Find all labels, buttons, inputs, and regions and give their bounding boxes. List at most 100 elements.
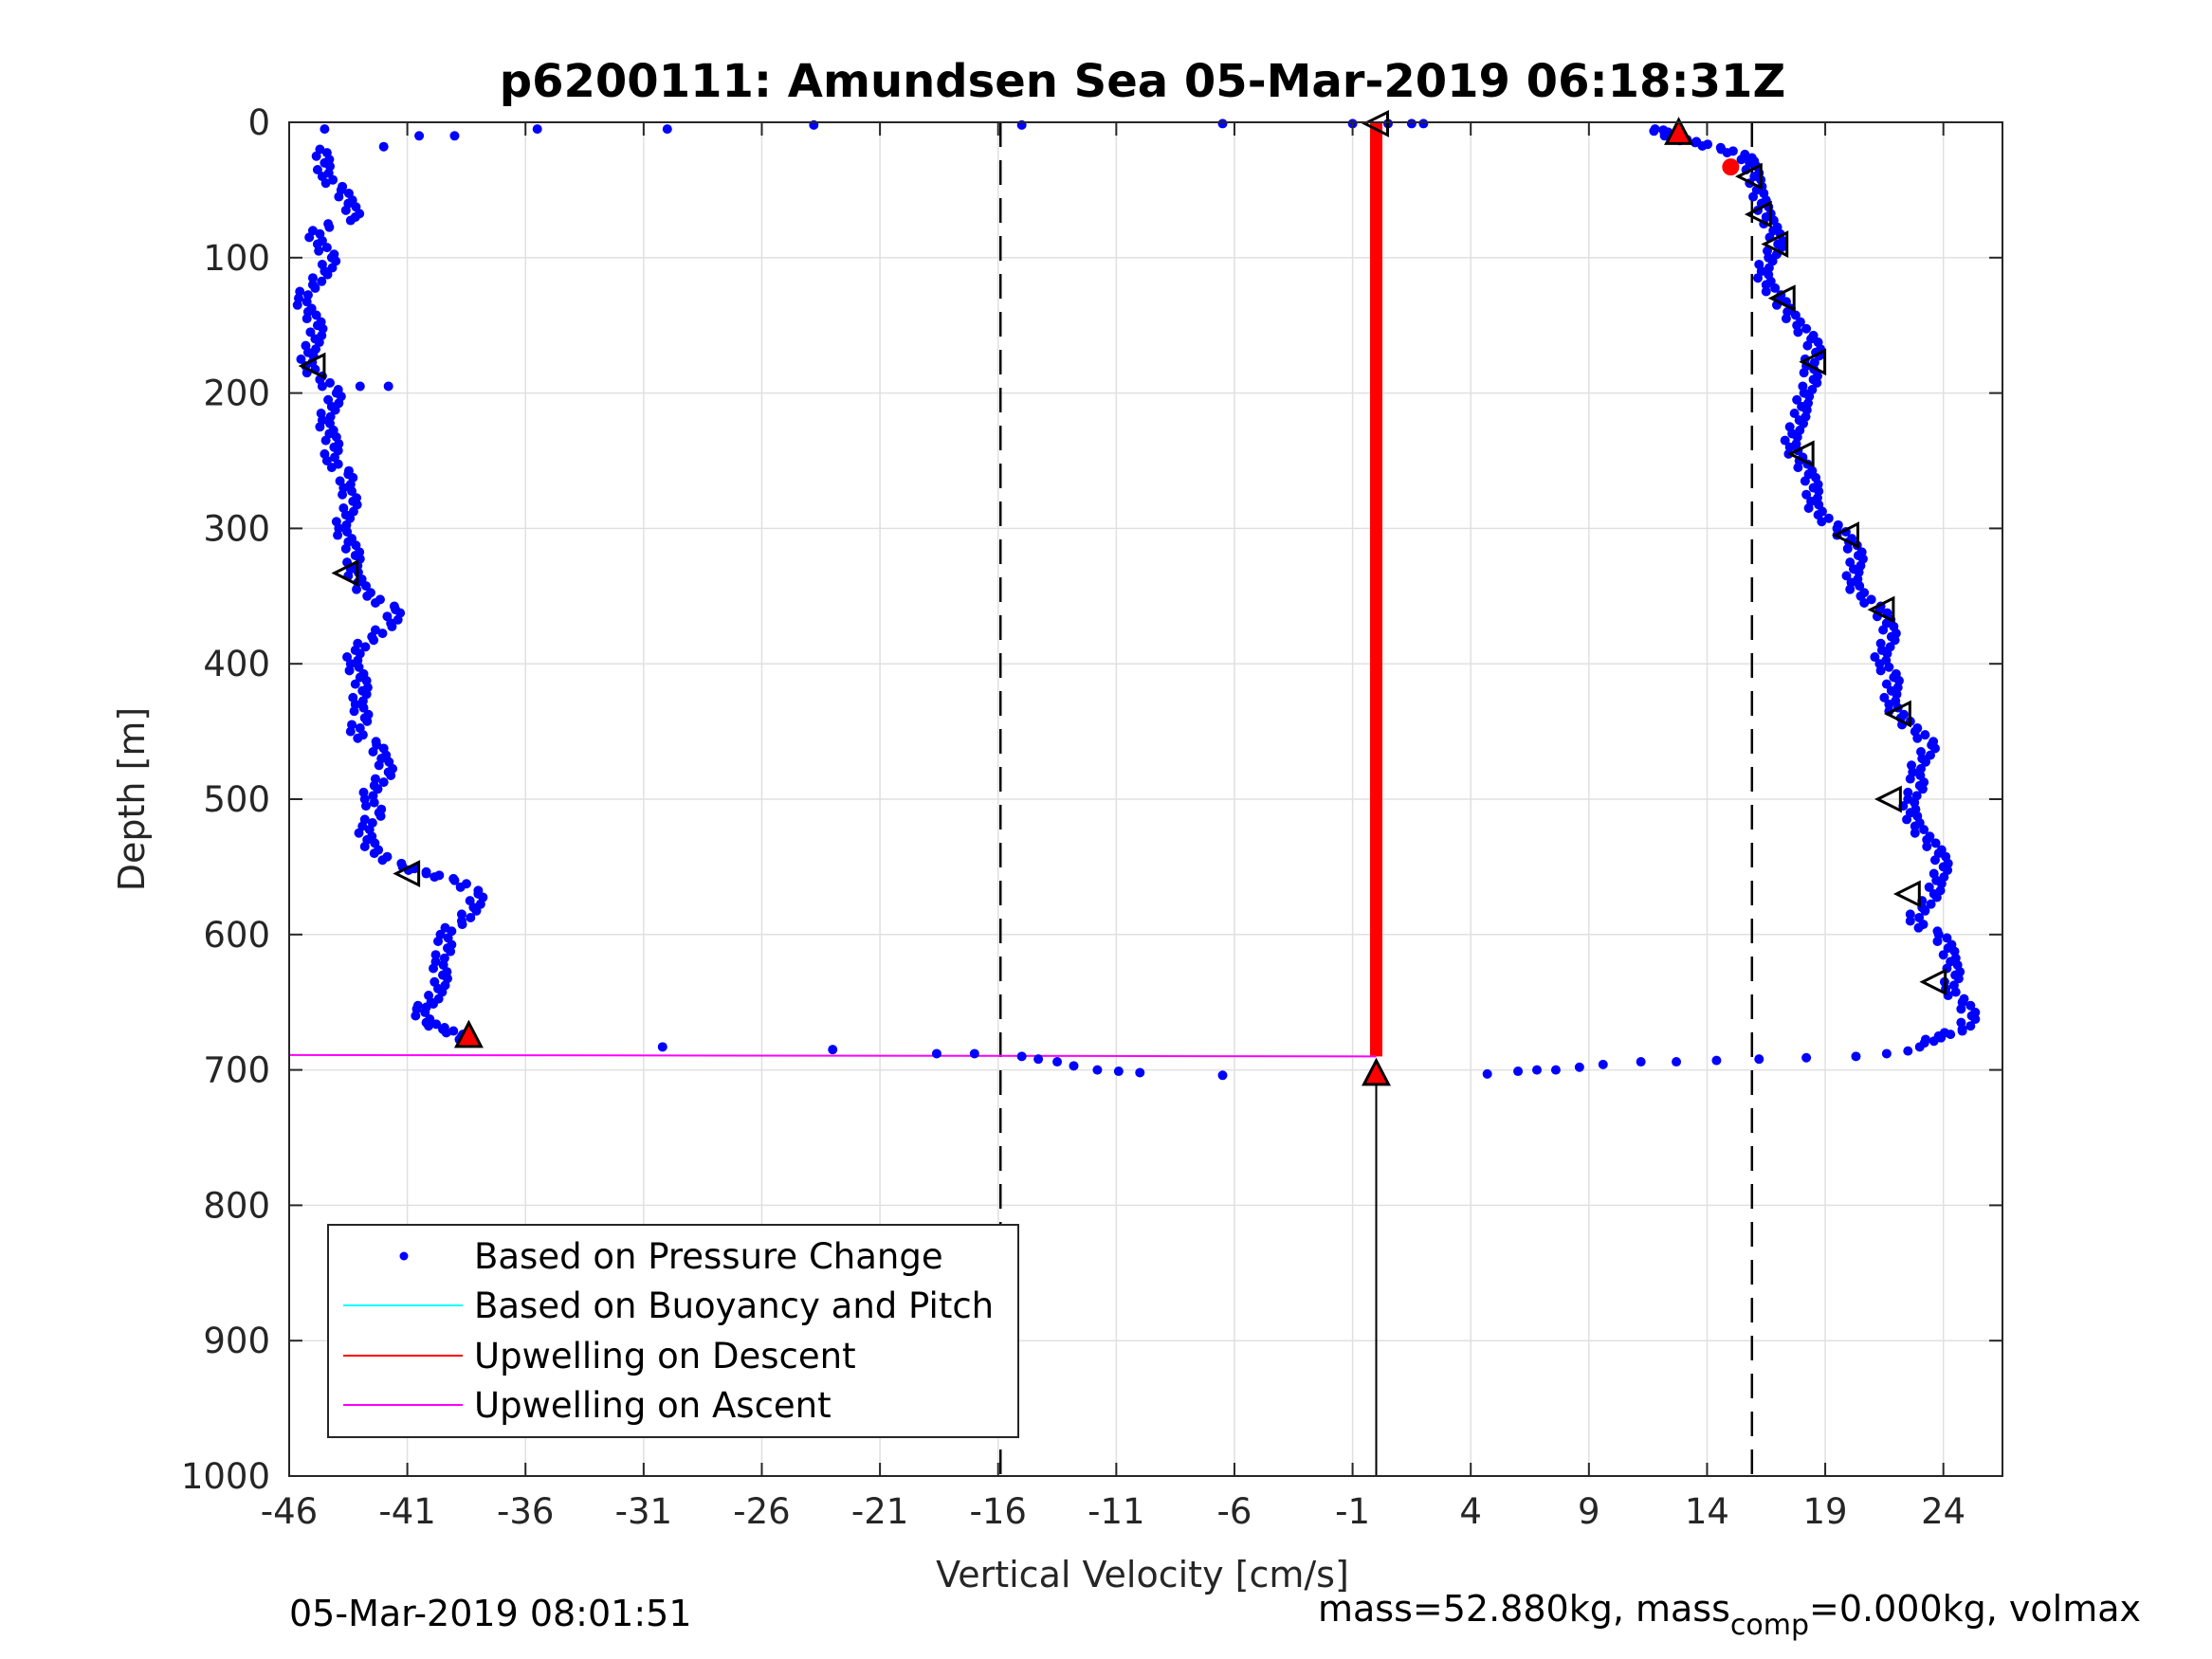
pressure-change-point xyxy=(334,191,344,202)
pressure-change-point xyxy=(358,702,369,713)
filled-triangle-marker xyxy=(1362,1057,1391,1086)
pressure-change-point xyxy=(1881,1048,1892,1059)
pressure-change-point xyxy=(969,1048,979,1059)
chart-title: p6200111: Amundsen Sea 05-Mar-2019 06:18… xyxy=(500,55,1786,108)
axis-ticks: -46 -41 -36 -31 -26 -21 -16 -11 -6 -1 4 9 14 19 24 0 100… xyxy=(181,102,2002,1532)
pressure-change-point xyxy=(1574,1062,1584,1072)
pressure-change-point xyxy=(317,276,327,286)
pressure-change-point xyxy=(448,1026,459,1036)
pressure-change-point xyxy=(1884,662,1894,672)
pressure-change-point xyxy=(1722,148,1732,158)
pressure-change-point xyxy=(317,381,327,392)
y-tick-label: 0 xyxy=(247,102,270,143)
pressure-change-point xyxy=(1845,584,1856,594)
pressure-change-point xyxy=(1903,1046,1913,1056)
pressure-change-point xyxy=(1914,1042,1925,1052)
pressure-change-point xyxy=(455,882,466,892)
pressure-change-point xyxy=(1761,286,1771,297)
pressure-change-point xyxy=(449,131,460,141)
pressure-change-point xyxy=(311,151,321,161)
pressure-change-point xyxy=(357,696,368,706)
pressure-change-point xyxy=(1801,489,1812,500)
y-tick-label: 300 xyxy=(203,508,270,549)
pressure-change-point xyxy=(1866,594,1876,605)
pressure-change-point xyxy=(353,733,363,743)
pressure-change-point xyxy=(340,205,351,215)
legend-label-ascent: Upwelling on Ascent xyxy=(474,1385,832,1426)
pressure-change-point xyxy=(449,875,460,885)
open-triangle-marker xyxy=(1832,521,1860,549)
pressure-change-point xyxy=(1946,1030,1956,1040)
pressure-change-point xyxy=(1924,882,1934,892)
pressure-change-point xyxy=(1513,1066,1524,1077)
pressure-change-point xyxy=(1406,118,1417,129)
pressure-change-point xyxy=(1217,1070,1228,1081)
pressure-change-point xyxy=(361,801,372,811)
reference-lines xyxy=(998,122,1754,1476)
x-tick-label: -1 xyxy=(1335,1491,1370,1532)
open-triangle-marker xyxy=(1734,162,1763,191)
pressure-change-point xyxy=(931,1048,941,1059)
y-tick-label: 200 xyxy=(203,374,270,414)
pressure-change-point xyxy=(1649,126,1659,137)
filled-triangle-marker xyxy=(453,1019,484,1048)
legend-label-pressure: Based on Pressure Change xyxy=(474,1236,943,1277)
triangle-markers xyxy=(298,110,1947,1086)
legend: Based on Pressure Change Based on Buoyan… xyxy=(327,1224,1019,1438)
pressure-change-point xyxy=(1970,1014,1981,1025)
pressure-change-point xyxy=(456,909,466,920)
open-triangle-marker xyxy=(1799,348,1827,376)
pressure-change-point xyxy=(1113,1066,1124,1077)
legend-label-descent: Upwelling on Descent xyxy=(474,1336,856,1376)
pressure-change-point xyxy=(1754,1054,1764,1065)
pressure-change-point xyxy=(1855,581,1865,592)
x-tick-label: -21 xyxy=(851,1491,908,1532)
footer-timestamp: 05-Mar-2019 08:01:51 xyxy=(289,1593,692,1634)
legend-marker-pressure xyxy=(399,1251,409,1261)
pressure-change-point xyxy=(1793,463,1803,473)
y-axis-title: Depth [m] xyxy=(111,707,153,892)
footer-mass-info: mass=52.880kg, masscomp=0.000kg, volmax xyxy=(1318,1588,2141,1642)
pressure-change-point xyxy=(328,174,338,185)
x-tick-label: -11 xyxy=(1088,1491,1144,1532)
pressure-change-point xyxy=(354,662,364,672)
pressure-change-point xyxy=(1800,476,1810,486)
pressure-change-point xyxy=(1965,1000,1976,1011)
pressure-change-point xyxy=(1957,1026,1967,1036)
pressure-change-point xyxy=(326,463,337,473)
filled-triangle-marker xyxy=(1664,117,1694,145)
pressure-change-point xyxy=(433,936,444,946)
pressure-change-point xyxy=(341,520,352,530)
pressure-change-point xyxy=(1812,377,1822,388)
pressure-change-point xyxy=(347,486,357,497)
pressure-change-point xyxy=(377,855,388,866)
pressure-change-point xyxy=(349,706,359,717)
pressure-change-point xyxy=(1776,243,1786,253)
open-triangle-marker xyxy=(1919,968,1947,996)
pressure-change-point xyxy=(302,314,312,324)
pressure-change-point xyxy=(1912,733,1923,743)
mass-prefix: mass=52.880kg, mass xyxy=(1318,1588,1730,1630)
pressure-change-point xyxy=(1135,1067,1145,1078)
legend-box xyxy=(327,1224,1019,1438)
pressure-change-point xyxy=(414,131,425,141)
open-triangle-marker xyxy=(1767,284,1796,313)
open-triangle-marker xyxy=(1892,880,1921,908)
pressure-change-point xyxy=(1905,909,1915,920)
pressure-change-point xyxy=(421,868,431,879)
pressure-change-point xyxy=(1598,1059,1608,1069)
pressure-change-point xyxy=(360,642,371,652)
pressure-change-point xyxy=(1711,1055,1722,1066)
pressure-change-point xyxy=(1761,280,1771,290)
legend-label-buoyancy: Based on Buoyancy and Pitch xyxy=(474,1285,994,1326)
x-tick-label: -46 xyxy=(261,1491,318,1532)
pressure-change-point xyxy=(1016,1051,1027,1062)
pressure-change-point xyxy=(1917,784,1928,794)
x-axis-title: Vertical Velocity [cm/s] xyxy=(936,1554,1349,1595)
pressure-change-point xyxy=(374,760,384,771)
pressure-change-point xyxy=(1870,652,1880,663)
pressure-change-point xyxy=(361,581,372,592)
x-tick-label: 24 xyxy=(1921,1491,1965,1532)
pressure-change-point xyxy=(338,489,348,500)
pressure-change-point xyxy=(320,435,331,446)
